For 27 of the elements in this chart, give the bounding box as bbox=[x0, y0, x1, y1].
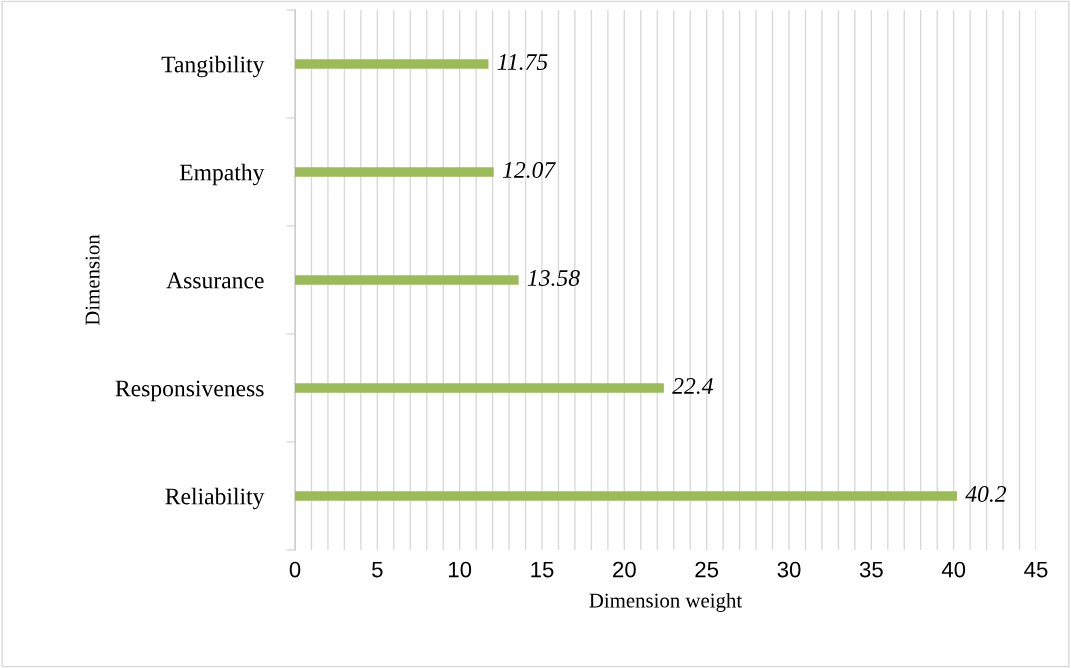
y-tick-label: Responsiveness bbox=[115, 380, 264, 402]
data-label: 11.75 bbox=[497, 54, 548, 71]
y-tick-label: Reliability bbox=[165, 487, 265, 510]
y-tick-label: Empathy bbox=[179, 163, 265, 186]
y-tick-label: Assurance bbox=[166, 272, 264, 289]
x-tick-label: 25 bbox=[695, 561, 719, 578]
x-tick-label: 35 bbox=[859, 561, 883, 578]
x-tick-label: 30 bbox=[777, 561, 801, 578]
x-tick-label: 20 bbox=[613, 561, 636, 578]
x-tick-label: 5 bbox=[372, 561, 383, 578]
x-tick-label: 15 bbox=[531, 561, 554, 578]
data-label: 12.07 bbox=[502, 161, 557, 179]
bar bbox=[295, 383, 664, 393]
x-tick-label: 45 bbox=[1024, 561, 1048, 578]
y-axis-title: Dimension bbox=[85, 234, 100, 326]
data-label: 13.58 bbox=[527, 269, 580, 287]
x-tick-label: 40 bbox=[941, 561, 966, 578]
y-tick-label: Tangibility bbox=[161, 55, 265, 78]
bar bbox=[295, 167, 494, 177]
data-label: 22.4 bbox=[672, 378, 713, 395]
x-tick-label: 10 bbox=[449, 561, 472, 578]
x-tick-label: 0 bbox=[289, 561, 301, 578]
data-label: 40.2 bbox=[965, 485, 1007, 503]
bar bbox=[295, 59, 489, 69]
bar bbox=[295, 275, 519, 285]
x-axis-title: Dimension weight bbox=[589, 592, 743, 612]
bar bbox=[295, 491, 957, 501]
